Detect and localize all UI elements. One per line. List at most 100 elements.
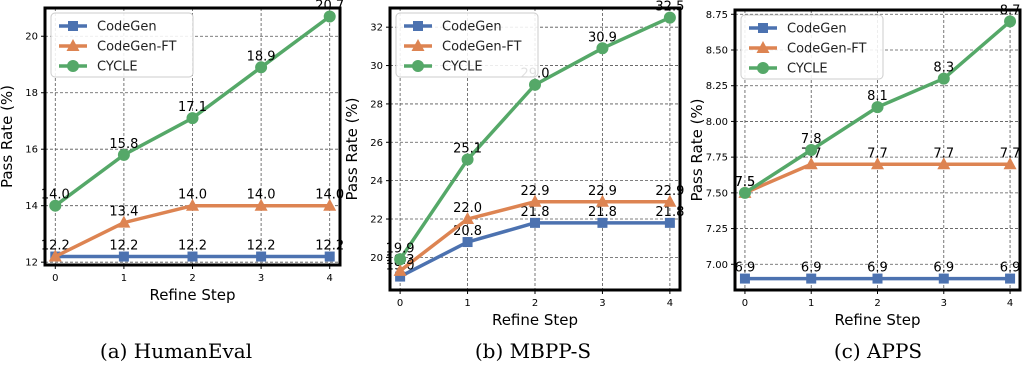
data-label: 6.9 <box>1000 261 1021 276</box>
data-point <box>664 217 675 228</box>
x-tick-label: 0 <box>397 298 403 309</box>
data-point <box>805 144 818 156</box>
y-tick-label: 24 <box>370 176 383 187</box>
x-tick-label: 1 <box>808 298 814 309</box>
data-label: 12.2 <box>247 239 276 254</box>
y-tick-label: 8.25 <box>706 81 728 92</box>
data-label: 22.0 <box>453 201 482 216</box>
y-axis-label: Pass Rate (%) <box>688 98 706 201</box>
data-point <box>1005 273 1016 284</box>
plot-frame <box>388 6 682 292</box>
chart-panel-3: 0 1 2 3 4 7.00 7.25 7.50 7.75 8.00 8.25 8.50 8.75 6.9… <box>688 3 1022 363</box>
data-point <box>395 271 406 282</box>
series-codegen: 6.9 6.9 6.9 6.9 6.9 <box>735 261 1021 284</box>
data-point <box>937 72 950 85</box>
y-tick-label: 7.50 <box>706 188 728 199</box>
data-label: 21.8 <box>588 205 617 220</box>
legend: CodeGen CodeGen-FT CYCLE <box>395 12 539 78</box>
x-tick-label: 2 <box>532 298 538 309</box>
data-point <box>323 198 337 211</box>
x-tick-label: 0 <box>52 273 58 284</box>
legend-box <box>395 12 539 78</box>
data-label: 6.9 <box>735 261 756 276</box>
y-tick-label: 32 <box>370 23 383 34</box>
data-point <box>117 215 131 228</box>
data-point <box>663 11 676 24</box>
chart-panel-2: 012342022242628303219.020.821.821.821.81… <box>343 0 684 363</box>
legend-marker <box>412 60 424 72</box>
data-label: 30.9 <box>588 30 617 45</box>
legend-entry: CodeGen-FT <box>787 42 867 57</box>
y-tick-label: 20 <box>25 32 38 43</box>
legend-entry: CYCLE <box>97 60 138 75</box>
data-point <box>186 198 199 211</box>
data-point <box>871 157 884 170</box>
data-label: 22.9 <box>521 184 550 199</box>
legend-entry: CodeGen <box>787 22 847 37</box>
y-axis-label: Pass Rate (%) <box>0 85 16 188</box>
data-label: 12.2 <box>315 239 344 254</box>
data-label: 7.5 <box>735 175 756 190</box>
data-point <box>117 148 130 161</box>
y-tick-label: 20 <box>370 253 383 264</box>
y-tick-label: 7.25 <box>706 224 728 235</box>
data-point <box>804 157 818 170</box>
x-tick-label: 2 <box>189 273 195 284</box>
data-label: 25.1 <box>453 142 482 157</box>
data-label: 14.0 <box>315 188 344 203</box>
data-point <box>255 61 268 74</box>
data-label: 6.9 <box>933 261 954 276</box>
y-tick-label: 26 <box>370 138 383 149</box>
legend-entry: CYCLE <box>787 62 828 77</box>
y-tick-label: 16 <box>25 145 38 156</box>
data-point <box>937 157 951 170</box>
data-point <box>256 251 267 262</box>
data-label: 18.9 <box>247 49 276 64</box>
data-point <box>596 42 609 55</box>
data-label: 19.9 <box>386 241 415 256</box>
legend-box <box>50 12 194 78</box>
legend-marker <box>756 41 770 53</box>
y-tick-label: 18 <box>25 88 38 99</box>
data-point <box>938 273 949 284</box>
data-label: 8.1 <box>867 89 888 104</box>
data-point <box>324 251 335 262</box>
y-tick-label: 8.00 <box>706 117 728 128</box>
legend-entry: CYCLE <box>442 60 483 75</box>
x-tick-label: 3 <box>941 298 947 309</box>
data-label: 7.8 <box>801 132 822 147</box>
data-label: 6.9 <box>867 261 888 276</box>
x-tick-label: 3 <box>599 298 605 309</box>
data-point <box>738 186 751 199</box>
x-tick-label: 2 <box>874 298 880 309</box>
x-axis-label: Refine Step <box>492 311 578 329</box>
data-point <box>530 217 540 228</box>
y-tick-label: 28 <box>370 99 383 110</box>
data-label: 14.0 <box>178 188 207 203</box>
data-point <box>663 194 677 207</box>
data-point <box>595 194 609 207</box>
x-tick-label: 4 <box>667 298 673 309</box>
y-tick-label: 8.75 <box>706 10 728 21</box>
data-point <box>806 273 817 284</box>
data-label: 12.2 <box>41 239 70 254</box>
legend-entry: CodeGen-FT <box>97 40 177 55</box>
panel-caption: (b) MBPP-S <box>475 339 591 363</box>
data-label: 14.0 <box>41 188 70 203</box>
y-tick-label: 7.00 <box>706 260 728 271</box>
data-label: 21.8 <box>521 205 550 220</box>
data-point <box>461 153 474 166</box>
y-tick-label: 12 <box>25 258 38 269</box>
legend-entry: CodeGen-FT <box>442 40 522 55</box>
data-label: 22.9 <box>588 184 617 199</box>
series-cycle: 7.57.88.18.38.7 <box>735 3 1020 199</box>
legend-marker <box>411 39 425 51</box>
legend-marker <box>66 39 80 51</box>
data-label: 7.7 <box>867 146 888 161</box>
data-label: 12.2 <box>178 239 207 254</box>
x-axis-label: Refine Step <box>149 286 235 304</box>
y-tick-label: 14 <box>25 201 38 212</box>
data-point <box>871 101 884 114</box>
legend-entry: CodeGen <box>97 20 157 35</box>
